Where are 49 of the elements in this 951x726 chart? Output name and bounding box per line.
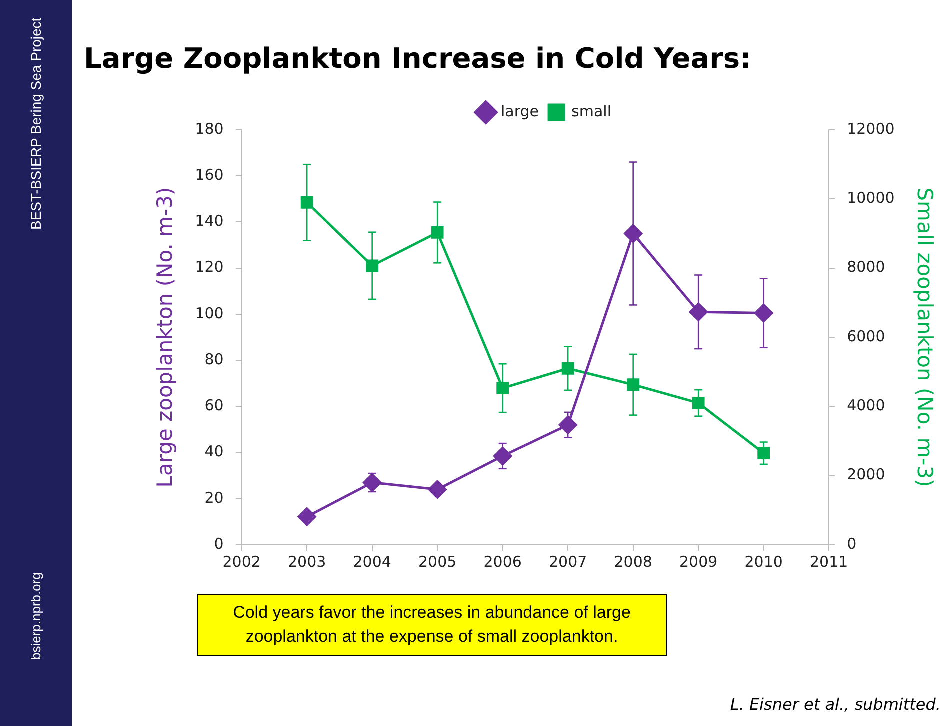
y2-tick-label: 8000	[847, 258, 886, 276]
y-tick-label: 180	[195, 120, 224, 138]
point	[689, 302, 708, 322]
text: Cold years favor the increases in abundance of large zooplankton at the expense of small zooplankton.	[197, 594, 667, 656]
y-tick-label: 100	[195, 304, 224, 322]
text: L. Eisner et al., submitted.	[730, 695, 941, 714]
point	[363, 474, 382, 492]
x-tick-label: 2009	[679, 552, 718, 571]
point	[758, 447, 770, 460]
y-tick-label: 20	[204, 488, 224, 507]
chart-title: Large Zooplankton Increase in Cold Years:	[84, 42, 752, 75]
point	[558, 416, 578, 434]
y2-tick-label: 0	[847, 534, 857, 553]
x-tick-label: 2002	[222, 552, 261, 571]
y-axis-title: Large zooplankton (No. m-3)	[153, 187, 178, 488]
x-tick-label: 2011	[810, 552, 848, 571]
y-tick-label: 140	[195, 212, 224, 230]
point	[298, 508, 316, 526]
legend-label: large	[501, 102, 540, 120]
legend-label: small	[572, 102, 612, 120]
x-tick-label: 2008	[614, 552, 652, 571]
x-tick-label: 2004	[353, 552, 392, 571]
x-tick-label: 2007	[548, 552, 588, 571]
x-tick-label: 2005	[418, 552, 457, 571]
y2-tick-label: 2000	[847, 466, 886, 484]
point	[627, 378, 640, 392]
y-tick-label: 120	[195, 258, 224, 276]
y2-tick-label: 12000	[847, 120, 895, 138]
y2-tick-label: 10000	[847, 189, 895, 208]
point	[300, 196, 314, 209]
y-tick-label: 0	[214, 534, 224, 553]
y-tick-label: 160	[195, 166, 224, 184]
point	[431, 226, 444, 239]
point	[496, 382, 510, 395]
y-tick-label: 40	[204, 442, 224, 461]
point	[692, 397, 705, 410]
y2-axis-title: Small zooplankton (No. m-3)	[912, 188, 937, 488]
point	[562, 362, 574, 375]
y2-tick-label: 4000	[847, 396, 886, 415]
y2-tick-label: 6000	[847, 327, 886, 346]
y-tick-label: 60	[204, 396, 224, 415]
y-tick-label: 80	[204, 350, 224, 368]
text: bsierp.nprb.org	[28, 572, 44, 660]
point	[366, 260, 379, 272]
x-tick-label: 2006	[484, 552, 522, 571]
point	[428, 480, 447, 499]
x-tick-label: 2003	[288, 552, 326, 571]
x-tick-label: 2010	[744, 552, 783, 571]
text: BEST-BSIERP Bering Sea Project	[27, 18, 45, 232]
